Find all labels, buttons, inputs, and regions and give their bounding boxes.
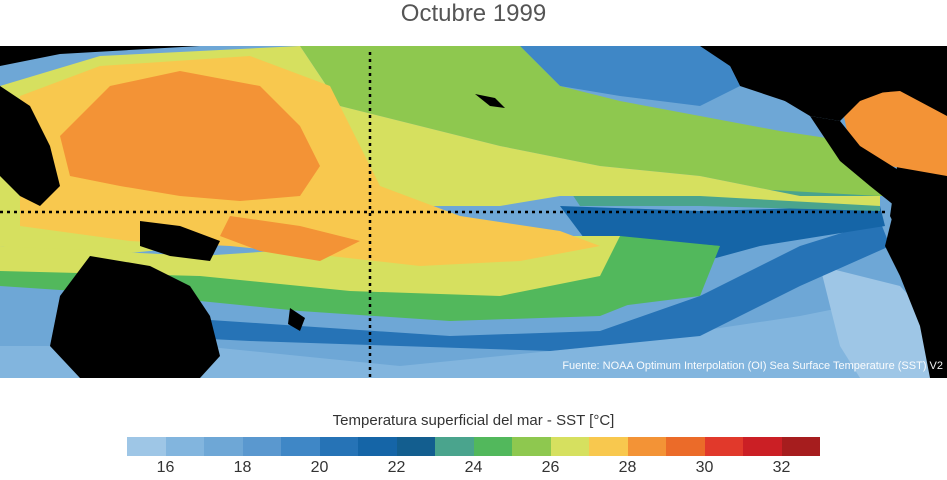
sst-map: Fuente: NOAA Optimum Interpolation (OI) … bbox=[0, 46, 947, 378]
colorbar-tick-label: 20 bbox=[310, 459, 329, 476]
land-australia bbox=[50, 256, 220, 378]
colorbar-segment bbox=[242, 437, 281, 456]
colorbar-ticks: 16 18 20 22 24 26 28 30 32 bbox=[127, 459, 820, 480]
ocean-green-cold-tongue bbox=[590, 236, 720, 306]
colorbar-segment bbox=[127, 437, 166, 456]
land-asia-maritime bbox=[0, 86, 60, 206]
colorbar-tick-label: 30 bbox=[695, 459, 714, 476]
colorbar-segment bbox=[358, 437, 397, 456]
land-new-guinea bbox=[140, 221, 220, 261]
colorbar-label: Temperatura superficial del mar - SST [°… bbox=[332, 412, 615, 429]
land-south-america bbox=[885, 186, 947, 378]
colorbar-segment bbox=[781, 437, 820, 456]
colorbar-segment bbox=[396, 437, 435, 456]
land-central-america bbox=[810, 116, 910, 206]
colorbar-tick-label: 24 bbox=[464, 459, 483, 476]
colorbar-segment bbox=[666, 437, 705, 456]
ocean-orange-south bbox=[220, 216, 360, 261]
colorbar bbox=[127, 437, 820, 456]
colorbar-segment bbox=[743, 437, 782, 456]
colorbar-tick-label: 28 bbox=[618, 459, 637, 476]
data-source-text: Fuente: NOAA Optimum Interpolation (OI) … bbox=[562, 360, 943, 372]
colorbar-segment bbox=[473, 437, 512, 456]
ocean-green-north bbox=[300, 46, 890, 196]
colorbar-segment bbox=[435, 437, 474, 456]
colorbar-segment bbox=[704, 437, 743, 456]
ocean-south-cold bbox=[0, 296, 947, 378]
colorbar-tick-label: 16 bbox=[156, 459, 175, 476]
colorbar-segment bbox=[512, 437, 551, 456]
land-north-america bbox=[700, 46, 947, 121]
colorbar-segment bbox=[281, 437, 320, 456]
colorbar-segment bbox=[550, 437, 589, 456]
map-title: Octubre 1999 bbox=[400, 0, 547, 27]
ocean-caribbean-warm bbox=[840, 91, 947, 176]
colorbar-segment bbox=[165, 437, 204, 456]
colorbar-segment bbox=[589, 437, 628, 456]
colorbar-segment bbox=[627, 437, 666, 456]
ocean-southeast-cold bbox=[820, 266, 947, 378]
ocean-north-blue bbox=[520, 46, 740, 106]
ocean-deep-blue-south bbox=[150, 221, 890, 351]
land-new-zealand bbox=[288, 308, 305, 331]
colorbar-tick-label: 18 bbox=[233, 459, 252, 476]
colorbar-segment bbox=[319, 437, 358, 456]
sst-map-svg bbox=[0, 46, 947, 378]
colorbar-tick-label: 26 bbox=[541, 459, 560, 476]
ocean-orange-warm-pool bbox=[60, 71, 320, 201]
colorbar-tick-label: 22 bbox=[387, 459, 406, 476]
colorbar-segment bbox=[204, 437, 243, 456]
colorbar-tick-label: 32 bbox=[772, 459, 791, 476]
land-hawaii bbox=[475, 94, 505, 108]
